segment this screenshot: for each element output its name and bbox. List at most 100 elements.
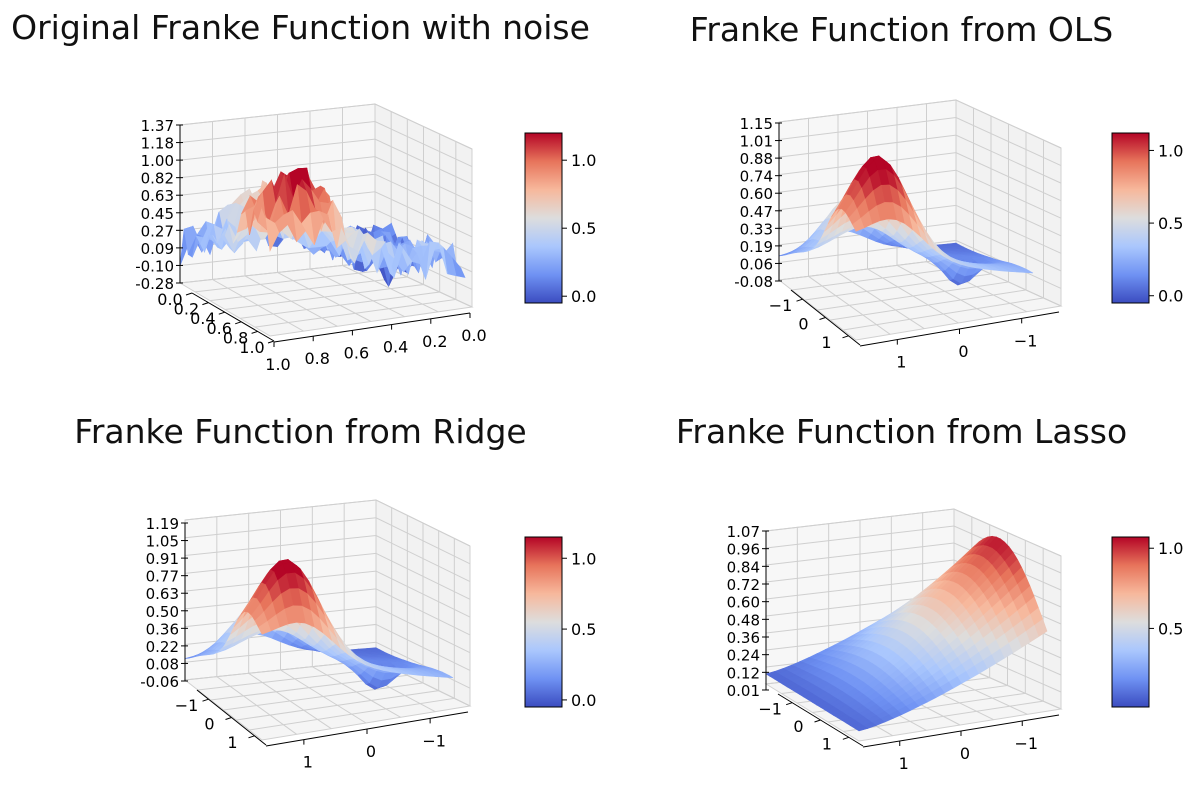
x-tick bbox=[814, 719, 821, 723]
y-gridline bbox=[311, 506, 401, 718]
subplot-title: Franke Function from Ridge bbox=[74, 412, 527, 451]
z-tick-label: 0.47 bbox=[740, 203, 773, 221]
y-tick-label: −1 bbox=[1014, 734, 1038, 753]
z-axis: 1.151.010.880.740.600.470.330.190.06-0.0… bbox=[734, 115, 782, 291]
z-tick-label: 0.77 bbox=[146, 568, 179, 586]
z-tick-label: 0.72 bbox=[727, 576, 760, 594]
x-gridline bbox=[224, 126, 424, 310]
x-tick-label: 1 bbox=[821, 333, 831, 352]
x-gridline bbox=[817, 124, 1009, 311]
y-tick-label: 0 bbox=[960, 744, 970, 763]
x-axis: −1 01 bbox=[769, 289, 861, 352]
colorbar-gradient bbox=[1111, 536, 1150, 708]
colorbar: 0.0 0.5 1.0 bbox=[1111, 132, 1183, 306]
colorbar-tick-label: 1.0 bbox=[1158, 539, 1183, 558]
y-tick-label: 1.0 bbox=[265, 355, 290, 374]
y-gridline bbox=[342, 107, 439, 313]
y-tick-label: −1 bbox=[422, 731, 446, 750]
y-axis: 1.0 0.8 0.6 0.4 0.2 0.0 bbox=[265, 312, 487, 374]
x-gridline bbox=[249, 538, 455, 731]
surface-plot-svg: 1.191.050.910.770.630.500.360.220.08-0.0… bbox=[140, 499, 596, 772]
surface bbox=[778, 155, 1034, 286]
x-tick bbox=[842, 736, 849, 740]
z-tick-label: 0.09 bbox=[141, 240, 174, 258]
surface-facet bbox=[852, 218, 865, 232]
colorbar-gradient bbox=[1111, 132, 1150, 304]
z-tick-label: 0.84 bbox=[727, 558, 760, 576]
surface-plot-svg: 1.371.181.000.820.630.450.270.09-0.10-0.… bbox=[135, 103, 596, 374]
gridlines bbox=[778, 99, 1062, 335]
x-tick-label: 1.0 bbox=[239, 338, 264, 357]
z-tick-label: 0.63 bbox=[146, 585, 179, 603]
z-tick-label: -0.06 bbox=[140, 673, 179, 691]
z-tick-label: 0.22 bbox=[146, 638, 179, 656]
colorbar-tick-label: 0.0 bbox=[1158, 287, 1183, 306]
y-tick-label: 0.8 bbox=[304, 349, 329, 368]
colorbar-tick-label: 0.5 bbox=[571, 620, 596, 639]
x-axis: −1 01 bbox=[758, 693, 864, 753]
x-tick bbox=[842, 335, 849, 339]
subplot-title: Franke Function from Lasso bbox=[675, 412, 1128, 451]
surface bbox=[184, 559, 454, 691]
z-tick-label: 1.15 bbox=[740, 115, 773, 133]
z-tick-label: 0.27 bbox=[141, 222, 174, 240]
z-tick-label: -0.08 bbox=[734, 273, 773, 291]
x-gridline bbox=[223, 523, 424, 711]
z-tick-label: 1.18 bbox=[141, 135, 174, 153]
z-tick-label: 0.60 bbox=[727, 594, 760, 612]
surface-facet bbox=[854, 725, 869, 732]
z-tick-label: 0.33 bbox=[740, 220, 773, 238]
colorbar: 0.0 0.5 1.0 bbox=[524, 132, 596, 306]
x-tick-label: 0.4 bbox=[190, 309, 215, 328]
z-tick-label: 1.00 bbox=[141, 152, 174, 170]
y-axis: 1 0 −1 bbox=[265, 711, 469, 772]
x-gridline bbox=[236, 530, 440, 721]
x-gridline bbox=[843, 140, 1044, 331]
x-axis: −1 01 bbox=[175, 689, 267, 752]
z-tick-label: 0.36 bbox=[727, 629, 760, 647]
x-tick bbox=[225, 717, 232, 720]
z-tick-label: 0.24 bbox=[727, 647, 760, 665]
x-tick-label: 0 bbox=[204, 715, 214, 734]
y-gridline bbox=[896, 107, 993, 318]
x-tick-label: 0.6 bbox=[206, 319, 231, 338]
z-tick-label: 0.74 bbox=[740, 168, 773, 186]
z-tick-label: 0.88 bbox=[740, 150, 773, 168]
axis-panes bbox=[777, 99, 1063, 341]
colorbar: 0.5 1.0 bbox=[1111, 536, 1183, 708]
x-tick-label: 1 bbox=[822, 734, 832, 753]
x-tick bbox=[267, 340, 275, 344]
colorbar-tick-label: 1.0 bbox=[1158, 141, 1183, 160]
z-tick-label: 0.06 bbox=[740, 255, 773, 273]
y-tick-label: 0 bbox=[958, 342, 968, 361]
colorbar-tick-label: 0.5 bbox=[1158, 214, 1183, 233]
x-tick-label: −1 bbox=[769, 296, 793, 315]
z-tick-label: 0.19 bbox=[740, 238, 773, 256]
z-tick-label: 1.07 bbox=[727, 523, 760, 541]
colorbar-tick-label: 0.5 bbox=[1158, 619, 1183, 638]
colorbar: 0.0 0.5 1.0 bbox=[524, 536, 596, 710]
z-tick-label: 0.12 bbox=[727, 664, 760, 682]
x-tick bbox=[202, 302, 209, 306]
surface bbox=[765, 535, 1048, 732]
z-tick-label: 0.36 bbox=[146, 620, 179, 638]
y-tick-label: 0 bbox=[366, 742, 376, 761]
surface-facet bbox=[265, 217, 280, 253]
z-tick-label: 0.82 bbox=[141, 170, 174, 188]
x-tick-label: 0.0 bbox=[157, 290, 182, 309]
z-tick-label: 0.48 bbox=[727, 611, 760, 629]
x-tick-label: −1 bbox=[175, 696, 199, 715]
z-tick-label: 0.63 bbox=[141, 187, 174, 205]
z-tick-label: 0.96 bbox=[727, 541, 760, 559]
y-tick-label: 1 bbox=[896, 353, 906, 372]
colorbar-tick-label: 0.0 bbox=[571, 287, 596, 306]
x-tick bbox=[248, 735, 255, 739]
y-axis: 1 0 −1 bbox=[862, 714, 1060, 773]
z-tick-label: 1.37 bbox=[141, 117, 174, 135]
z-tick-label: 0.50 bbox=[146, 603, 179, 621]
colorbar-gradient bbox=[524, 132, 563, 304]
x-tick-label: 0.2 bbox=[174, 300, 199, 319]
subplot-title: Original Franke Function with noise bbox=[11, 8, 590, 47]
y-tick-label: 0.2 bbox=[422, 332, 447, 351]
x-tick bbox=[218, 311, 225, 315]
